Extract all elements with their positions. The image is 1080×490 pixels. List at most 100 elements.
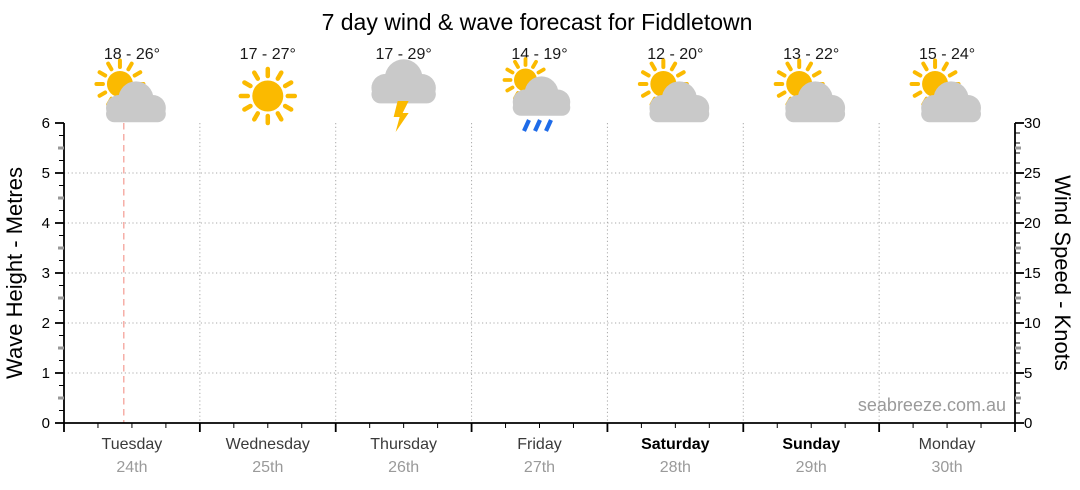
day-name-label: Sunday <box>782 436 840 453</box>
cloud-base <box>921 105 981 123</box>
right-axis-tick-label: 30 <box>1024 115 1041 132</box>
sun-ray <box>242 80 253 89</box>
sun-ray <box>505 85 515 93</box>
sun-disc <box>252 80 284 112</box>
temp-range-label: 17 - 29° <box>376 46 432 63</box>
day-axis <box>63 422 1016 432</box>
left-axis-tick-label: 3 <box>42 265 50 282</box>
chart-title: 7 day wind & wave forecast for Fiddletow… <box>322 9 753 35</box>
rain-streak <box>522 119 531 132</box>
day-column-saturday: 12 - 20° <box>637 46 710 123</box>
day-column-friday: 14 - 19° <box>502 46 571 132</box>
sun-ray <box>785 61 793 72</box>
weather-icon-sun-behind-cloud <box>909 58 981 123</box>
sun-ray <box>275 111 284 122</box>
day-labels: Tuesday 24th Wednesday 25th Thursday 26th Frid… <box>102 436 976 476</box>
weather-icon-sun-behind-cloud <box>637 58 710 123</box>
left-axis-tick-label: 6 <box>42 115 50 132</box>
left-axis-tick-label: 2 <box>42 315 50 332</box>
lightning-bolt <box>393 101 409 132</box>
day-name-label: Monday <box>919 436 976 453</box>
sun-ray <box>912 90 923 98</box>
sun-ray <box>641 90 651 98</box>
wave-height-axis-title: Wave Height - Metres <box>2 167 27 379</box>
sun-ray <box>676 70 686 78</box>
day-column-monday: 15 - 24° <box>909 46 981 123</box>
temp-range-label: 14 - 19° <box>511 46 567 63</box>
day-headers: 18 - 26° 17 - 27° 17 - 29° 14 - 19° 12 - 20°… <box>94 46 981 132</box>
sun-ray <box>275 70 284 81</box>
sun-ray <box>252 70 261 81</box>
rain-streak <box>533 119 542 132</box>
temp-range-label: 15 - 24° <box>919 46 975 63</box>
right-axis-tick-label: 25 <box>1024 165 1041 182</box>
right-axis-tick-label: 15 <box>1024 265 1041 282</box>
day-column-sunday: 13 - 22° <box>773 46 846 123</box>
cloud-base <box>512 99 571 116</box>
day-name-label: Tuesday <box>102 436 163 453</box>
sun-ray <box>941 61 949 72</box>
day-name-label: Saturday <box>641 436 710 453</box>
weather-icon-sunny <box>238 66 298 126</box>
day-column-thursday: 17 - 29° <box>371 46 436 132</box>
day-column-tuesday: 18 - 26° <box>94 46 166 123</box>
sun-ray <box>921 61 929 72</box>
day-date-label: 27th <box>524 459 555 476</box>
day-boundary-gridlines <box>199 123 880 423</box>
weather-icon-sun-cloud-rain <box>502 57 571 132</box>
left-axis-tick-label: 0 <box>42 415 50 432</box>
horizontal-gridlines <box>64 172 1015 374</box>
sun-ray <box>649 61 657 72</box>
day-date-label: 29th <box>796 459 827 476</box>
cloud-base <box>649 105 710 123</box>
watermark-seabreeze: seabreeze.com.au <box>858 395 1006 415</box>
wave-height-axis: 0 1 2 3 4 5 6 <box>42 115 65 432</box>
sun-ray <box>97 70 108 78</box>
left-axis-tick-label: 4 <box>42 215 50 232</box>
sun-ray <box>947 70 958 78</box>
sun-ray <box>282 103 294 112</box>
sun-ray <box>912 70 923 78</box>
sun-ray <box>97 90 108 98</box>
day-name-label: Thursday <box>370 436 437 453</box>
sun-ray <box>811 70 822 78</box>
day-date-label: 26th <box>388 459 419 476</box>
cloud-base <box>371 85 436 104</box>
sun-ray <box>776 70 787 78</box>
wind-speed-axis: 0 5 10 15 20 25 30 <box>1014 115 1041 432</box>
day-name-label: Wednesday <box>226 436 310 453</box>
sun-ray <box>531 59 538 69</box>
wind-speed-axis-title: Wind Speed - Knots <box>1050 175 1075 371</box>
sun-ray <box>252 111 261 122</box>
right-axis-tick-label: 5 <box>1024 365 1032 382</box>
sun-ray <box>513 59 520 69</box>
sun-ray <box>106 61 114 72</box>
sun-ray <box>536 67 546 75</box>
day-date-label: 25th <box>252 459 283 476</box>
temp-range-label: 17 - 27° <box>240 46 296 63</box>
sun-ray <box>505 67 515 75</box>
day-column-wednesday: 17 - 27° <box>238 46 298 126</box>
day-date-label: 30th <box>932 459 963 476</box>
sun-ray <box>132 70 143 78</box>
cloud-base <box>785 105 846 123</box>
left-axis-tick-label: 5 <box>42 165 50 182</box>
weather-icon-sun-behind-cloud <box>94 58 166 123</box>
day-name-label: Friday <box>517 436 561 453</box>
temp-range-label: 13 - 22° <box>783 46 839 63</box>
day-date-label: 24th <box>116 459 147 476</box>
sun-ray <box>776 90 787 98</box>
temp-range-label: 12 - 20° <box>647 46 703 63</box>
weather-icon-thunderstorm <box>371 59 436 132</box>
right-axis-tick-label: 20 <box>1024 215 1041 232</box>
sun-ray <box>242 103 253 112</box>
sun-ray <box>669 61 678 72</box>
sun-ray <box>282 80 294 89</box>
left-axis-tick-label: 1 <box>42 365 50 382</box>
sun-ray <box>805 61 813 72</box>
temp-range-label: 18 - 26° <box>104 46 160 63</box>
right-axis-tick-label: 0 <box>1024 415 1032 432</box>
sun-ray <box>641 70 651 78</box>
